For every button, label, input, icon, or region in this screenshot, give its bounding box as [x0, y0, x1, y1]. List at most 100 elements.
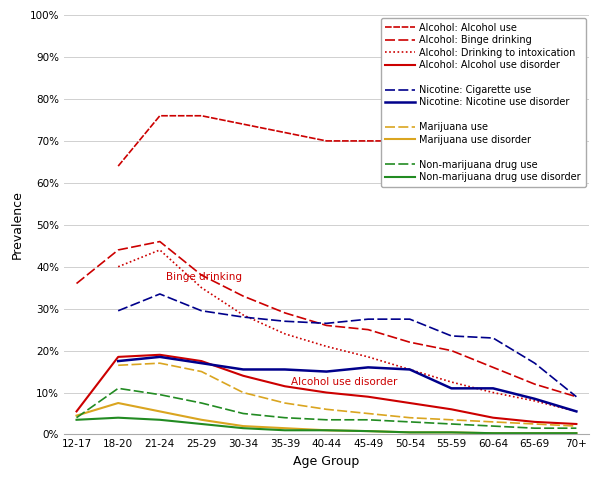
Non-marijuana drug use disorder: [448, 430, 455, 435]
Marijuana use disorder: [448, 430, 455, 435]
Non-marijuana drug use: [239, 411, 247, 416]
Line: Alcohol: Binge drinking: Alcohol: Binge drinking: [77, 241, 577, 397]
Line: Nicotine: Nicotine use disorder: Nicotine: Nicotine use disorder: [118, 357, 577, 411]
Nicotine: Cigarette use: (7, 27.5): Cigarette use: (7, 27.5): [365, 316, 372, 322]
Non-marijuana drug use: [115, 386, 122, 391]
Alcohol: Drinking to intoxication: (8, 15.5): Drinking to intoxication: (8, 15.5): [406, 366, 413, 372]
Non-marijuana drug use disorder: [490, 430, 497, 436]
Alcohol: Binge drinking: (2, 46): Binge drinking: (2, 46): [156, 239, 163, 244]
Non-marijuana drug use disorder: [573, 430, 580, 436]
Nicotine: Nicotine use disorder: (5, 15.5): Nicotine use disorder: (5, 15.5): [281, 366, 289, 372]
Line: Alcohol: Alcohol use disorder: Alcohol: Alcohol use disorder: [77, 355, 577, 424]
Marijuana use disorder: [406, 430, 413, 435]
Alcohol: Binge drinking: (11, 12): Binge drinking: (11, 12): [531, 381, 538, 387]
Alcohol: Drinking to intoxication: (11, 8): Drinking to intoxication: (11, 8): [531, 398, 538, 404]
Nicotine: Cigarette use: (12, 9): Cigarette use: (12, 9): [573, 394, 580, 399]
Marijuana use: [323, 407, 330, 412]
Alcohol: Alcohol use disorder: (11, 3): Alcohol use disorder: (11, 3): [531, 419, 538, 425]
Non-marijuana drug use: [490, 423, 497, 429]
Non-marijuana drug use disorder: [323, 427, 330, 433]
Line: Alcohol: Alcohol use: Alcohol: Alcohol use: [118, 116, 577, 166]
Alcohol: Alcohol use: (4, 74): Alcohol use: (4, 74): [239, 121, 247, 127]
Alcohol: Binge drinking: (0, 36): Binge drinking: (0, 36): [73, 281, 80, 286]
Nicotine: Nicotine use disorder: (3, 17): Nicotine use disorder: (3, 17): [198, 360, 205, 366]
Marijuana use: [115, 363, 122, 368]
Nicotine: Nicotine use disorder: (4, 15.5): Nicotine use disorder: (4, 15.5): [239, 366, 247, 372]
Non-marijuana drug use: [531, 425, 538, 431]
Marijuana use disorder: [323, 427, 330, 433]
Nicotine: Nicotine use disorder: (9, 11): Nicotine use disorder: (9, 11): [448, 386, 455, 391]
Alcohol: Binge drinking: (1, 44): Binge drinking: (1, 44): [115, 247, 122, 253]
Alcohol: Alcohol use: (9, 70): Alcohol use: (9, 70): [448, 138, 455, 144]
Non-marijuana drug use: [573, 425, 580, 431]
Nicotine: Cigarette use: (4, 28): Cigarette use: (4, 28): [239, 314, 247, 320]
Alcohol: Binge drinking: (10, 16): Binge drinking: (10, 16): [490, 365, 497, 370]
Nicotine: Nicotine use disorder: (12, 5.5): Nicotine use disorder: (12, 5.5): [573, 409, 580, 414]
Nicotine: Nicotine use disorder: (7, 16): Nicotine use disorder: (7, 16): [365, 365, 372, 370]
Marijuana use disorder: [198, 417, 205, 422]
Alcohol: Drinking to intoxication: (9, 12.5): Drinking to intoxication: (9, 12.5): [448, 379, 455, 385]
Alcohol: Drinking to intoxication: (4, 28.5): Drinking to intoxication: (4, 28.5): [239, 312, 247, 318]
Alcohol: Alcohol use: (6, 70): Alcohol use: (6, 70): [323, 138, 330, 144]
Alcohol: Drinking to intoxication: (7, 18.5): Drinking to intoxication: (7, 18.5): [365, 354, 372, 360]
Nicotine: Cigarette use: (10, 23): Cigarette use: (10, 23): [490, 335, 497, 341]
Alcohol: Binge drinking: (8, 22): Binge drinking: (8, 22): [406, 339, 413, 345]
Marijuana use: [490, 419, 497, 425]
Marijuana use: [365, 411, 372, 416]
Marijuana use: [156, 360, 163, 366]
Nicotine: Cigarette use: (3, 29.5): Cigarette use: (3, 29.5): [198, 308, 205, 314]
Marijuana use disorder: [573, 430, 580, 436]
Nicotine: Nicotine use disorder: (1, 17.5): Nicotine use disorder: (1, 17.5): [115, 358, 122, 364]
Nicotine: Nicotine use disorder: (8, 15.5): Nicotine use disorder: (8, 15.5): [406, 366, 413, 372]
Marijuana use disorder: [115, 400, 122, 406]
Alcohol: Binge drinking: (9, 20): Binge drinking: (9, 20): [448, 348, 455, 354]
Alcohol: Drinking to intoxication: (6, 21): Drinking to intoxication: (6, 21): [323, 343, 330, 349]
X-axis label: Age Group: Age Group: [293, 455, 359, 468]
Alcohol: Binge drinking: (12, 9): Binge drinking: (12, 9): [573, 394, 580, 399]
Marijuana use disorder: [239, 423, 247, 429]
Alcohol: Binge drinking: (5, 29): Binge drinking: (5, 29): [281, 310, 289, 316]
Marijuana use disorder: [281, 425, 289, 431]
Nicotine: Nicotine use disorder: (6, 15): Nicotine use disorder: (6, 15): [323, 369, 330, 375]
Non-marijuana drug use: [365, 417, 372, 422]
Alcohol: Drinking to intoxication: (2, 44): Drinking to intoxication: (2, 44): [156, 247, 163, 253]
Alcohol: Alcohol use: (12, 70): Alcohol use: (12, 70): [573, 138, 580, 144]
Non-marijuana drug use disorder: [365, 428, 372, 434]
Line: Non-marijuana drug use: Non-marijuana drug use: [77, 388, 577, 428]
Legend: Alcohol: Alcohol use, Alcohol: Binge drinking, Alcohol: Drinking to intoxication: Alcohol: Alcohol use, Alcohol: Binge dri…: [380, 18, 586, 187]
Alcohol: Alcohol use disorder: (1, 18.5): Alcohol use disorder: (1, 18.5): [115, 354, 122, 360]
Marijuana use disorder: [531, 430, 538, 436]
Alcohol: Alcohol use disorder: (9, 6): Alcohol use disorder: (9, 6): [448, 407, 455, 412]
Non-marijuana drug use: [156, 392, 163, 398]
Alcohol: Alcohol use: (8, 70): Alcohol use: (8, 70): [406, 138, 413, 144]
Non-marijuana drug use: [281, 415, 289, 421]
Marijuana use disorder: [490, 430, 497, 436]
Alcohol: Alcohol use disorder: (0, 5.5): Alcohol use disorder: (0, 5.5): [73, 409, 80, 414]
Non-marijuana drug use disorder: [531, 430, 538, 436]
Marijuana use disorder: [365, 428, 372, 434]
Alcohol: Alcohol use: (2, 76): Alcohol use: (2, 76): [156, 113, 163, 119]
Alcohol: Alcohol use: (7, 70): Alcohol use: (7, 70): [365, 138, 372, 144]
Alcohol: Alcohol use disorder: (12, 2.5): Alcohol use disorder: (12, 2.5): [573, 421, 580, 427]
Nicotine: Cigarette use: (2, 33.5): Cigarette use: (2, 33.5): [156, 291, 163, 297]
Marijuana use: [198, 369, 205, 375]
Marijuana use: [531, 421, 538, 427]
Line: Non-marijuana drug use disorder: Non-marijuana drug use disorder: [77, 418, 577, 433]
Non-marijuana drug use: [406, 419, 413, 425]
Nicotine: Cigarette use: (11, 17): Cigarette use: (11, 17): [531, 360, 538, 366]
Marijuana use disorder: [73, 413, 80, 419]
Nicotine: Cigarette use: (1, 29.5): Cigarette use: (1, 29.5): [115, 308, 122, 314]
Marijuana use: [239, 389, 247, 395]
Alcohol: Alcohol use: (3, 76): Alcohol use: (3, 76): [198, 113, 205, 119]
Alcohol: Binge drinking: (7, 25): Binge drinking: (7, 25): [365, 327, 372, 332]
Nicotine: Cigarette use: (9, 23.5): Cigarette use: (9, 23.5): [448, 333, 455, 339]
Alcohol: Alcohol use: (5, 72): Alcohol use: (5, 72): [281, 130, 289, 136]
Nicotine: Nicotine use disorder: (11, 8.5): Nicotine use disorder: (11, 8.5): [531, 396, 538, 402]
Marijuana use disorder: [156, 409, 163, 414]
Non-marijuana drug use: [323, 417, 330, 422]
Alcohol: Drinking to intoxication: (3, 35): Drinking to intoxication: (3, 35): [198, 285, 205, 291]
Nicotine: Cigarette use: (5, 27): Cigarette use: (5, 27): [281, 319, 289, 324]
Nicotine: Nicotine use disorder: (10, 11): Nicotine use disorder: (10, 11): [490, 386, 497, 391]
Alcohol: Alcohol use: (10, 70): Alcohol use: (10, 70): [490, 138, 497, 144]
Alcohol: Drinking to intoxication: (5, 24): Drinking to intoxication: (5, 24): [281, 331, 289, 337]
